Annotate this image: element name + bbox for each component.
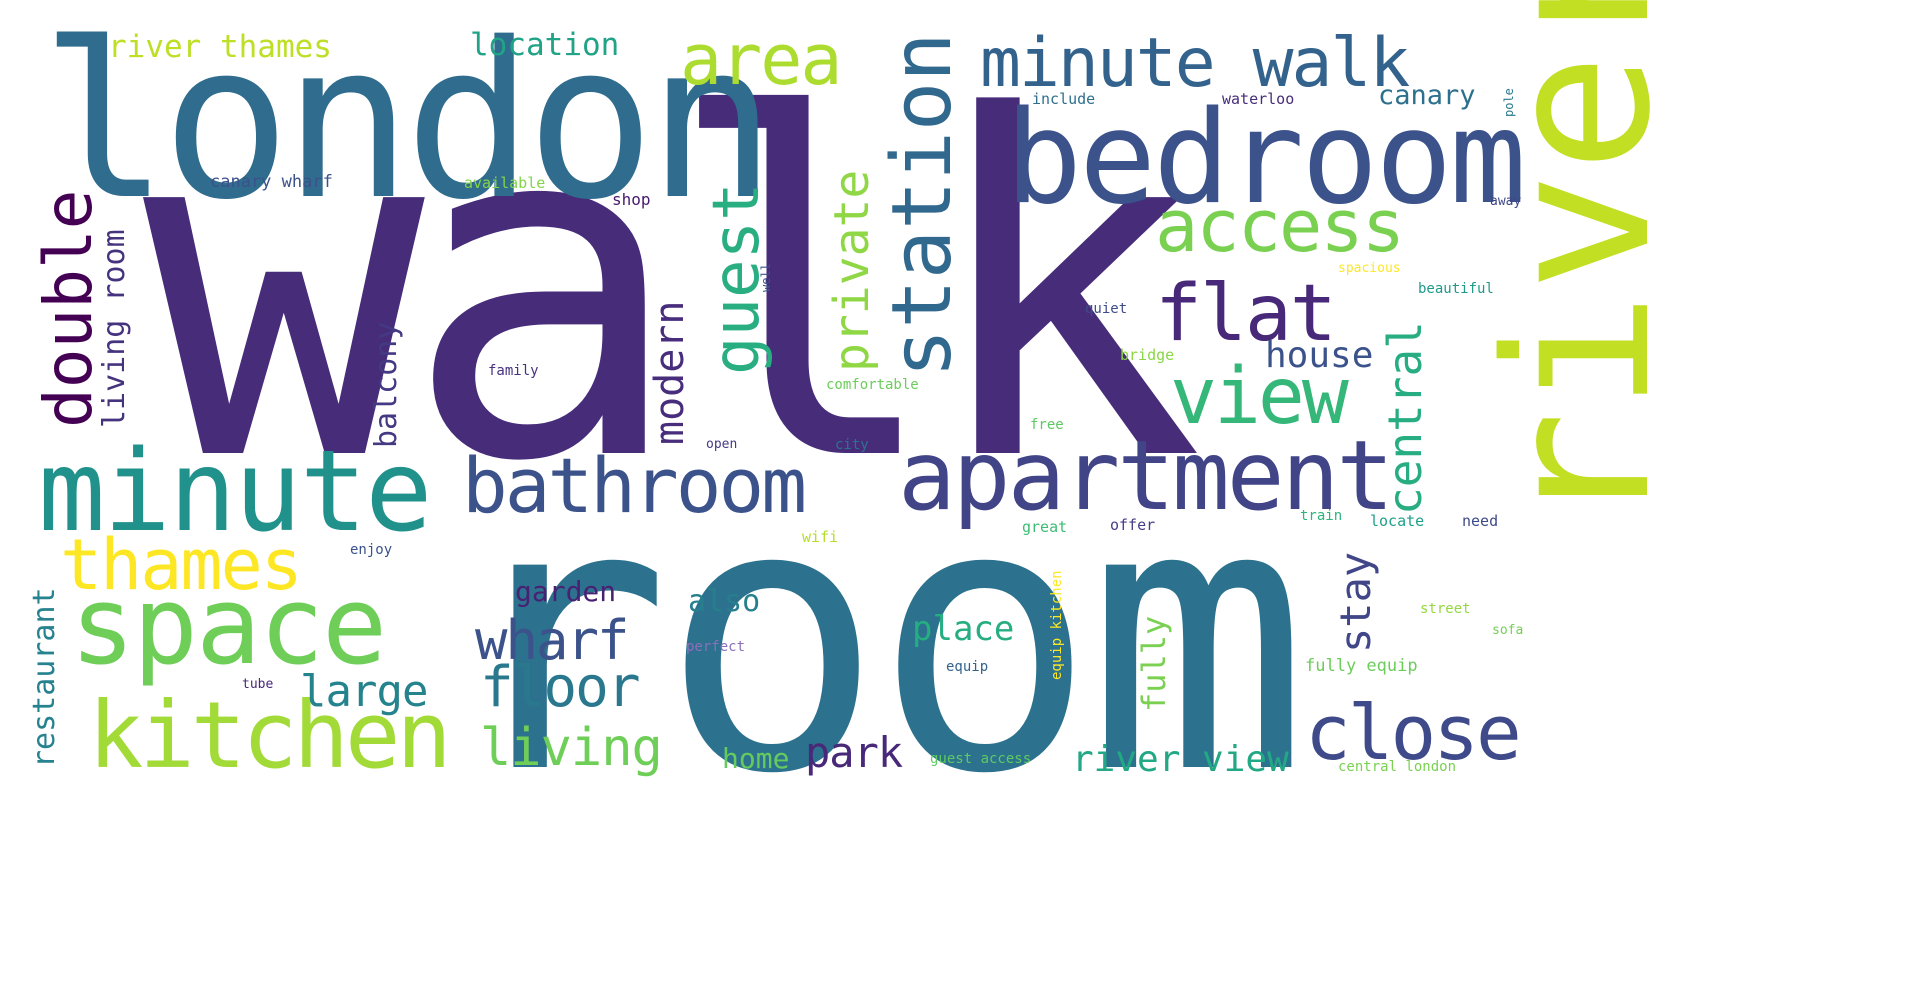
cloud-word: locate bbox=[1370, 512, 1425, 530]
cloud-word: apartment bbox=[898, 420, 1394, 532]
cloud-word: street bbox=[1420, 601, 1471, 617]
cloud-word: wharf bbox=[475, 609, 630, 672]
cloud-word: place bbox=[912, 609, 1015, 649]
cloud-word: station bbox=[875, 32, 970, 378]
cloud-word: canary bbox=[1378, 80, 1476, 111]
cloud-word: bathroom bbox=[462, 441, 807, 530]
cloud-word: perfect bbox=[686, 639, 746, 655]
cloud-word: great bbox=[1022, 518, 1068, 536]
cloud-word: access bbox=[1155, 184, 1405, 268]
cloud-word: minute bbox=[38, 427, 433, 557]
cloud-word: beautiful bbox=[1418, 281, 1494, 297]
cloud-word: spacious bbox=[1338, 261, 1401, 276]
cloud-word: need bbox=[1462, 512, 1499, 530]
cloud-word: river bbox=[1463, 0, 1694, 530]
cloud-word: central bbox=[1378, 321, 1432, 515]
cloud-word: living room bbox=[97, 229, 132, 428]
cloud-word: space bbox=[70, 564, 387, 689]
cloud-word: bedroom bbox=[1005, 84, 1526, 233]
cloud-word: city bbox=[835, 437, 869, 453]
cloud-word: flat bbox=[1155, 269, 1337, 359]
cloud-word: kitchen bbox=[88, 682, 452, 789]
cloud-word: central london bbox=[1338, 759, 1457, 775]
cloud-word: pole bbox=[1502, 88, 1516, 117]
cloud-word: double bbox=[30, 189, 107, 428]
cloud-word: modern bbox=[647, 300, 693, 446]
cloud-word: also bbox=[688, 584, 761, 619]
cloud-word: family bbox=[488, 363, 539, 379]
cloud-word: private bbox=[824, 169, 880, 372]
cloud-word: available bbox=[464, 174, 546, 192]
cloud-word: bridge bbox=[1120, 346, 1175, 364]
cloud-word: large bbox=[300, 666, 428, 717]
cloud-word: offer bbox=[1110, 516, 1156, 534]
cloud-word: fully equip bbox=[1305, 656, 1418, 676]
cloud-word: river view bbox=[1072, 739, 1289, 780]
cloud-word: sofa bbox=[1492, 623, 1524, 638]
cloud-word: train bbox=[1300, 508, 1343, 524]
cloud-word: garden bbox=[515, 575, 617, 608]
cloud-word: restaurant bbox=[27, 587, 62, 768]
cloud-word: location bbox=[470, 27, 620, 63]
cloud-word: tube bbox=[242, 677, 274, 692]
cloud-word: fully bbox=[1135, 615, 1173, 712]
cloud-word: free bbox=[1030, 417, 1064, 433]
cloud-word: equip bbox=[946, 659, 989, 675]
cloud-word: area bbox=[680, 19, 843, 101]
cloud-word: waterloo bbox=[1222, 90, 1295, 108]
cloud-word: stay bbox=[1331, 551, 1380, 653]
cloud-word: room bbox=[448, 425, 1309, 855]
cloud-word: open bbox=[706, 437, 738, 452]
cloud-word: shop bbox=[612, 190, 651, 209]
cloud-word: house bbox=[1265, 335, 1374, 376]
cloud-word: floor bbox=[480, 655, 641, 720]
cloud-word: river thames bbox=[108, 29, 332, 65]
cloud-word: close bbox=[1305, 688, 1522, 777]
cloud-word: london bbox=[40, 0, 777, 247]
cloud-word: enjoy bbox=[350, 542, 393, 558]
cloud-word: quiet bbox=[1085, 301, 1128, 317]
cloud-word: equip kitchen bbox=[1049, 570, 1065, 680]
cloud-word: view bbox=[1170, 352, 1349, 442]
cloud-word: park bbox=[805, 728, 903, 777]
cloud-word: wifi bbox=[802, 528, 839, 546]
cloud-word: away bbox=[1490, 194, 1522, 209]
cloud-word: balcony bbox=[369, 321, 404, 448]
cloud-word: well bbox=[759, 263, 773, 292]
cloud-word: guest access bbox=[930, 751, 1032, 767]
cloud-word: walk bbox=[143, 20, 1204, 564]
cloud-word: home bbox=[722, 742, 790, 775]
cloud-word: thames bbox=[60, 524, 303, 606]
cloud-word: minute walk bbox=[980, 24, 1410, 103]
cloud-word: include bbox=[1032, 90, 1096, 108]
cloud-word: living bbox=[480, 718, 663, 778]
cloud-word: comfortable bbox=[826, 377, 919, 393]
cloud-word: canary wharf bbox=[210, 172, 333, 192]
